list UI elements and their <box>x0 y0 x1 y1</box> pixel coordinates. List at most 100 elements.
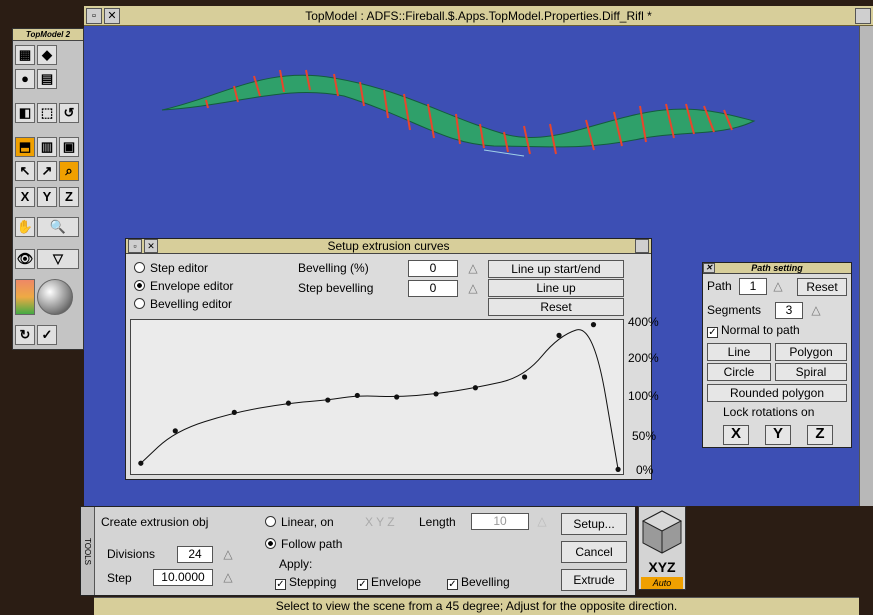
bevelling-label: Bevelling (%) <box>298 261 369 275</box>
envelope-graph[interactable] <box>130 319 624 475</box>
path-label: Path <box>707 279 732 293</box>
envelope-point[interactable] <box>172 428 178 434</box>
length-arrow-icon[interactable]: △ <box>537 514 547 528</box>
sphere-icon[interactable]: ● <box>15 69 35 89</box>
x-axis-button[interactable]: X <box>15 187 35 207</box>
lock-x-button[interactable]: X <box>723 425 749 445</box>
divisions-field[interactable]: 24 <box>177 546 213 563</box>
envelope-point[interactable] <box>556 332 562 338</box>
spiral-button[interactable]: Spiral <box>775 363 847 381</box>
bevelling-checkbox[interactable]: ✓ Bevelling <box>447 575 510 590</box>
step-field[interactable]: 10.0000 <box>153 569 213 586</box>
toggle-size-icon[interactable] <box>855 8 871 24</box>
mirror-icon[interactable]: ◧ <box>15 103 35 123</box>
envelope-checkbox[interactable]: ✓ Envelope <box>357 575 421 590</box>
reset-button[interactable]: Reset <box>488 298 624 316</box>
check-icon[interactable]: ✓ <box>37 325 57 345</box>
window-title-bar[interactable]: ▫ ✕ TopModel : ADFS::Fireball.$.Apps.Top… <box>84 6 873 26</box>
stepping-checkbox[interactable]: ✓ Stepping <box>275 575 336 590</box>
back-icon[interactable]: ▫ <box>86 8 102 24</box>
segments-field[interactable]: 3 <box>775 302 803 319</box>
radio-step-editor[interactable]: Step editor <box>134 261 208 275</box>
vertical-scrollbar[interactable] <box>859 26 873 506</box>
mag-icon[interactable]: ⌕ <box>59 161 79 181</box>
polygon-button[interactable]: Polygon <box>775 343 847 361</box>
view-widget[interactable]: XYZ Auto <box>638 506 686 590</box>
xyz-label: XYZ <box>648 559 676 575</box>
check-icon: ✓ <box>275 579 286 590</box>
z-axis-button[interactable]: Z <box>59 187 79 207</box>
step-bevelling-arrow-icon[interactable]: △ <box>468 281 478 295</box>
close-icon[interactable]: ✕ <box>104 8 120 24</box>
transform-icon[interactable]: ↻ <box>15 325 35 345</box>
status-bar: Select to view the scene from a 45 degre… <box>94 597 859 615</box>
auto-badge: Auto <box>641 577 683 589</box>
ball-icon[interactable] <box>37 279 73 315</box>
lock-y-button[interactable]: Y <box>765 425 791 445</box>
stack-icon[interactable]: ▥ <box>37 137 57 157</box>
bevelling-field[interactable]: 0 <box>408 260 458 277</box>
pointer-icon[interactable]: ↖ <box>15 161 35 181</box>
path-setting-title[interactable]: ✕ Path setting <box>703 263 851 274</box>
pointer2-icon[interactable]: ↗ <box>37 161 57 181</box>
path-arrow-icon[interactable]: △ <box>773 279 783 293</box>
envelope-point[interactable] <box>615 466 621 472</box>
tick-50: 50% <box>632 429 657 443</box>
normal-to-path-checkbox[interactable]: ✓ Normal to path <box>707 323 800 338</box>
wand-icon[interactable]: ▽ <box>37 249 79 269</box>
node-icon[interactable]: ⬒ <box>15 137 35 157</box>
toggle-size-icon[interactable] <box>635 239 649 253</box>
linear-radio[interactable]: Linear, on <box>265 515 334 529</box>
frame-icon[interactable]: ▣ <box>59 137 79 157</box>
envelope-point[interactable] <box>285 400 292 406</box>
follow-path-radio[interactable]: Follow path <box>265 537 342 551</box>
envelope-point[interactable] <box>590 322 597 328</box>
zoom-icon[interactable]: 🔍 <box>37 217 79 237</box>
envelope-point[interactable] <box>325 397 331 403</box>
envelope-point[interactable] <box>138 460 144 466</box>
select-icon[interactable]: ⬚ <box>37 103 57 123</box>
envelope-point[interactable] <box>522 374 528 380</box>
close-icon[interactable]: ✕ <box>144 239 158 253</box>
hand-icon[interactable]: ✋ <box>15 217 35 237</box>
cube-icon[interactable]: ◆ <box>37 45 57 65</box>
bevelling-label: Bevelling <box>461 575 510 589</box>
line-up-button[interactable]: Line up <box>488 279 624 297</box>
envelope-point[interactable] <box>231 409 237 415</box>
extruded-model <box>161 69 756 157</box>
radio-envelope-editor[interactable]: Envelope editor <box>134 279 233 293</box>
length-field[interactable]: 10 <box>471 513 529 530</box>
path-reset-button[interactable]: Reset <box>797 278 847 296</box>
divisions-arrow-icon[interactable]: △ <box>223 547 233 561</box>
extrude-button[interactable]: Extrude <box>561 569 627 591</box>
close-icon[interactable]: ✕ <box>703 263 715 273</box>
radio-label: Envelope editor <box>150 279 234 293</box>
envelope-point[interactable] <box>394 394 400 400</box>
path-field[interactable]: 1 <box>739 278 767 295</box>
rounded-polygon-button[interactable]: Rounded polygon <box>707 384 847 402</box>
colour-icon[interactable] <box>15 279 35 315</box>
grid-icon[interactable]: ▦ <box>15 45 35 65</box>
envelope-label: Envelope <box>371 575 422 589</box>
lock-z-button[interactable]: Z <box>807 425 833 445</box>
envelope-point[interactable] <box>354 392 360 399</box>
setup-button[interactable]: Setup... <box>561 513 627 535</box>
texture-icon[interactable]: ▤ <box>37 69 57 89</box>
envelope-point[interactable] <box>472 385 478 391</box>
circle-button[interactable]: Circle <box>707 363 771 381</box>
bevelling-arrow-icon[interactable]: △ <box>468 261 478 275</box>
back-icon[interactable]: ▫ <box>128 239 142 253</box>
segments-arrow-icon[interactable]: △ <box>811 303 821 317</box>
extrusion-dialog-title[interactable]: ▫ ✕ Setup extrusion curves <box>126 239 651 254</box>
step-bevelling-field[interactable]: 0 <box>408 280 458 297</box>
line-button[interactable]: Line <box>707 343 771 361</box>
y-axis-button[interactable]: Y <box>37 187 57 207</box>
line-up-start-end-button[interactable]: Line up start/end <box>488 260 624 278</box>
undo-icon[interactable]: ↺ <box>59 103 79 123</box>
cancel-button[interactable]: Cancel <box>561 541 627 563</box>
step-arrow-icon[interactable]: △ <box>223 570 233 584</box>
radio-bevelling-editor[interactable]: Bevelling editor <box>134 297 232 311</box>
eye-icon[interactable]: 👁 <box>15 249 35 269</box>
envelope-point[interactable] <box>433 391 439 397</box>
divisions-label: Divisions <box>107 547 156 561</box>
